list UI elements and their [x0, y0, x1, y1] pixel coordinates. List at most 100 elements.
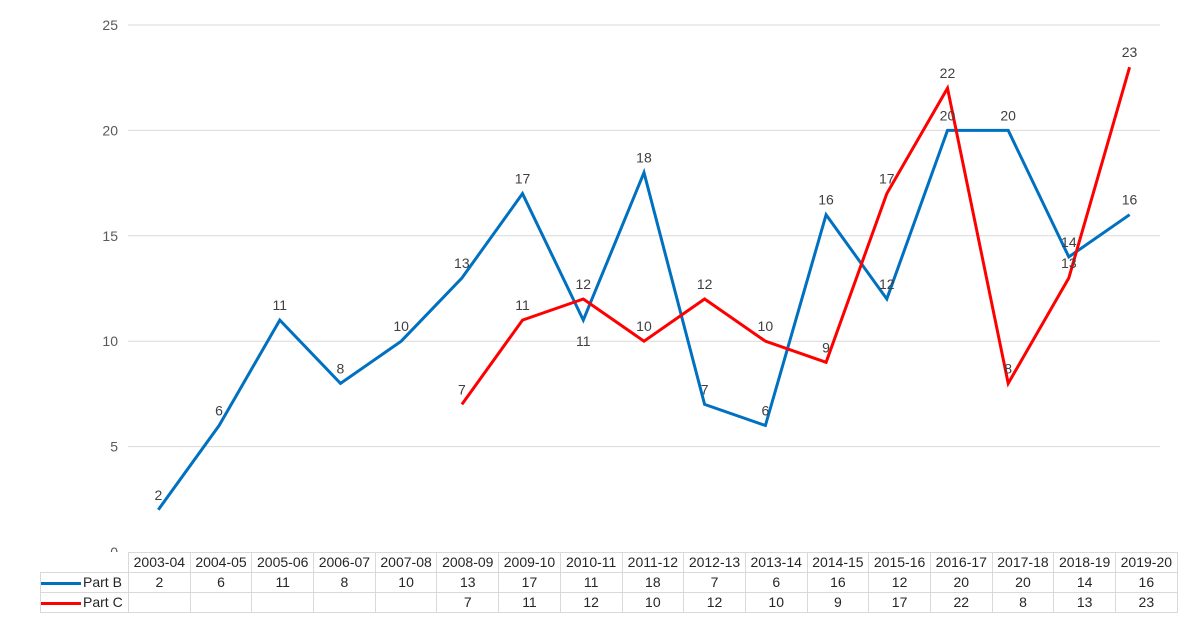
y-tick-label: 10 [102, 333, 118, 349]
legend-label: Part C [83, 594, 123, 610]
gridlines [128, 24, 1160, 448]
category-label: 2008-09 [436, 552, 500, 573]
table-cell: 22 [929, 592, 993, 613]
category-label: 2005-06 [251, 552, 315, 573]
table-cell: 6 [189, 572, 253, 593]
category-label: 2013-14 [744, 552, 808, 573]
data-label: 13 [1061, 255, 1077, 271]
table-cell: 16 [806, 572, 870, 593]
data-label: 2 [154, 487, 162, 503]
data-labels: 2 6 11 8 10 13 17 11 18 7 6 16 12 20 20 14 16 7 11 12 10 12 10… [154, 44, 1137, 503]
table-cell: 9 [806, 592, 870, 613]
data-label: 9 [822, 339, 830, 355]
legend-swatch [41, 581, 81, 585]
table-cell: 17 [498, 572, 561, 593]
table-cell: 8 [313, 572, 376, 593]
data-label: 20 [940, 107, 956, 123]
data-label: 12 [575, 276, 591, 292]
category-label: 2018-19 [1053, 552, 1116, 573]
data-label: 18 [636, 150, 652, 166]
table-cell: 12 [559, 592, 623, 613]
data-table: 2003-04 2004-05 2005-06 2006-07 2007-08 2008-… [40, 552, 1178, 613]
category-label: 2007-08 [374, 552, 438, 573]
table-corner [40, 552, 129, 573]
legend-entry: Part B [40, 572, 129, 593]
category-label: 2010-11 [559, 552, 623, 573]
data-label: 12 [879, 276, 895, 292]
data-label: 16 [1122, 192, 1138, 208]
category-label: 2004-05 [189, 552, 253, 573]
table-cell: 2 [128, 572, 191, 593]
data-label: 17 [515, 171, 531, 187]
table-cell: 7 [436, 592, 500, 613]
data-label: 11 [272, 297, 287, 313]
data-label: 13 [454, 255, 470, 271]
table-cell: 7 [683, 572, 746, 593]
table-cell: 6 [744, 572, 808, 593]
category-label: 2006-07 [313, 552, 376, 573]
category-label: 2012-13 [683, 552, 746, 573]
table-cell [251, 592, 315, 613]
table-row: Part C 7 11 12 10 12 10 9 17 22 8 13 23 [40, 592, 1178, 613]
y-tick-label: 0 [110, 544, 118, 552]
table-cell: 23 [1115, 592, 1178, 613]
category-label: 2015-16 [868, 552, 931, 573]
data-label: 16 [818, 192, 834, 208]
y-tick-label: 15 [102, 228, 118, 244]
table-cell: 20 [929, 572, 993, 593]
data-label: 8 [337, 360, 345, 376]
data-label: 10 [393, 318, 409, 334]
data-label: 20 [1000, 107, 1016, 123]
table-cell: 10 [621, 592, 685, 613]
data-label: 17 [879, 171, 895, 187]
y-tick-label: 25 [102, 17, 118, 33]
data-label: 10 [636, 318, 652, 334]
table-cell: 12 [683, 592, 746, 613]
legend-label: Part B [83, 574, 122, 590]
table-cell: 14 [1053, 572, 1116, 593]
data-label: 10 [758, 318, 774, 334]
table-cell: 11 [498, 592, 561, 613]
y-axis: 0 5 10 15 20 25 [102, 17, 118, 552]
table-cell: 11 [559, 572, 623, 593]
data-label: 7 [701, 381, 709, 397]
table-header-row: 2003-04 2004-05 2005-06 2006-07 2007-08 2008-… [40, 552, 1178, 573]
table-cell: 10 [744, 592, 808, 613]
series-line-part-c [460, 66, 1132, 406]
legend-entry: Part C [40, 592, 129, 613]
y-tick-label: 20 [102, 122, 118, 138]
data-label: 8 [1004, 360, 1012, 376]
category-label: 2009-10 [498, 552, 561, 573]
data-label: 11 [515, 297, 530, 313]
data-label: 12 [697, 276, 713, 292]
table-cell: 13 [1053, 592, 1116, 613]
series-lines [157, 66, 1132, 511]
data-label: 6 [761, 403, 769, 419]
table-cell: 13 [436, 572, 500, 593]
data-label: 6 [215, 403, 223, 419]
data-label: 11 [576, 333, 591, 349]
data-label: 14 [1061, 234, 1077, 250]
table-cell [189, 592, 253, 613]
table-cell: 17 [868, 592, 931, 613]
table-cell: 12 [868, 572, 931, 593]
category-label: 2003-04 [128, 552, 191, 573]
table-cell: 20 [991, 572, 1055, 593]
category-label: 2016-17 [929, 552, 993, 573]
table-cell [374, 592, 438, 613]
category-label: 2017-18 [991, 552, 1055, 573]
table-cell [313, 592, 376, 613]
data-label: 22 [940, 65, 956, 81]
table-cell: 8 [991, 592, 1055, 613]
category-label: 2011-12 [621, 552, 685, 573]
table-cell: 18 [621, 572, 685, 593]
data-label: 23 [1122, 44, 1138, 60]
table-cell [128, 592, 191, 613]
line-chart: 0 5 10 15 20 25 2 6 11 8 10 13 17 11 18 7 6 16 12 20 20 14 16… [102, 17, 1160, 552]
table-row: Part B 2 6 11 8 10 13 17 11 18 7 6 16 12 20 20 14 16 [40, 572, 1178, 593]
table-cell: 11 [251, 572, 315, 593]
series-line-part-b [157, 128, 1131, 511]
y-tick-label: 5 [110, 439, 118, 455]
category-label: 2014-15 [806, 552, 870, 573]
table-cell: 10 [374, 572, 438, 593]
